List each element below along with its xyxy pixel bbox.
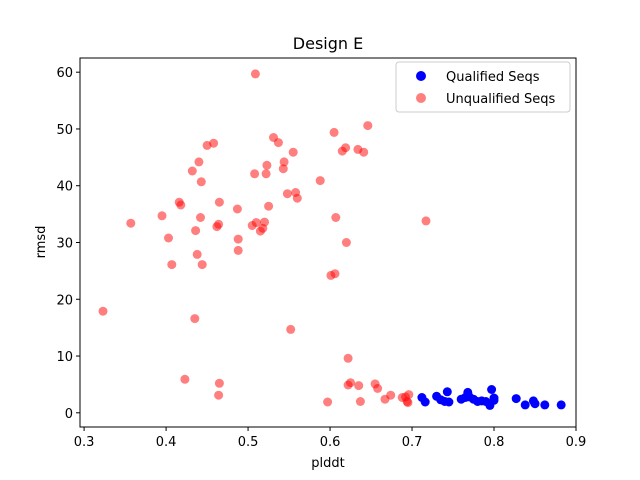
data-point-unqualified-seqs	[98, 306, 108, 316]
data-point-unqualified-seqs	[214, 197, 224, 207]
data-point-unqualified-seqs	[292, 193, 302, 203]
y-axis-ticks: 0 10 20 30 40 50 60	[56, 66, 80, 422]
data-point-unqualified-seqs	[262, 160, 272, 170]
data-point-unqualified-seqs	[187, 166, 197, 176]
data-point-unqualified-seqs	[194, 157, 204, 167]
data-point-unqualified-seqs	[355, 397, 365, 406]
data-point-unqualified-seqs	[329, 127, 339, 137]
x-tick-label: 0.8	[484, 435, 505, 450]
x-tick-label: 0.6	[320, 435, 341, 450]
data-point-unqualified-seqs	[341, 143, 351, 153]
data-point-unqualified-seqs	[232, 204, 242, 214]
data-point-unqualified-seqs	[214, 219, 224, 229]
y-tick-label: 60	[56, 66, 73, 81]
data-point-unqualified-seqs	[373, 383, 383, 393]
data-point-unqualified-seqs	[273, 138, 283, 148]
x-axis-label: plddt	[311, 456, 344, 471]
x-tick-label: 0.4	[156, 435, 177, 450]
legend-box	[395, 61, 571, 113]
y-tick-label: 40	[56, 180, 73, 195]
data-point-unqualified-seqs	[214, 378, 224, 388]
data-point-qualified-seqs	[511, 394, 521, 404]
y-tick-label: 50	[56, 123, 73, 138]
data-point-unqualified-seqs	[315, 176, 325, 186]
data-point-unqualified-seqs	[403, 398, 413, 408]
data-point-unqualified-seqs	[157, 211, 167, 221]
data-point-unqualified-seqs	[164, 233, 173, 243]
data-point-unqualified-seqs	[233, 245, 243, 255]
data-point-unqualified-seqs	[192, 249, 202, 259]
data-point-unqualified-seqs	[288, 147, 298, 157]
data-point-unqualified-seqs	[176, 200, 186, 210]
data-point-unqualified-seqs	[264, 201, 274, 211]
legend-marker-unqualified	[416, 93, 426, 103]
y-tick-label: 10	[56, 350, 73, 365]
data-point-unqualified-seqs	[196, 177, 206, 187]
data-point-qualified-seqs	[556, 400, 566, 410]
y-tick-label: 30	[56, 237, 73, 252]
data-point-qualified-seqs	[530, 399, 540, 409]
x-tick-label: 0.7	[402, 435, 423, 450]
data-point-unqualified-seqs	[341, 238, 351, 247]
data-point-unqualified-seqs	[421, 216, 431, 226]
data-point-unqualified-seqs	[251, 218, 261, 228]
data-point-qualified-seqs	[487, 385, 497, 394]
y-tick-label: 20	[56, 293, 73, 308]
data-point-qualified-seqs	[489, 393, 499, 403]
legend: Qualified Seqs Unqualified Seqs	[395, 61, 571, 113]
data-point-unqualified-seqs	[279, 157, 289, 167]
data-point-unqualified-seqs	[363, 121, 373, 131]
legend-label-qualified: Qualified Seqs	[446, 70, 540, 85]
data-point-unqualified-seqs	[233, 234, 243, 244]
data-point-unqualified-seqs	[286, 324, 296, 334]
x-tick-label: 0.5	[238, 435, 259, 450]
chart-title: Design E	[293, 34, 363, 53]
data-point-qualified-seqs	[442, 387, 452, 397]
data-point-qualified-seqs	[420, 397, 430, 407]
data-point-unqualified-seqs	[261, 169, 271, 179]
legend-marker-qualified	[416, 71, 426, 81]
data-point-unqualified-seqs	[191, 226, 201, 236]
data-point-unqualified-seqs	[180, 374, 190, 384]
data-point-unqualified-seqs	[278, 164, 288, 174]
data-point-unqualified-seqs	[354, 381, 364, 391]
data-point-unqualified-seqs	[260, 217, 269, 227]
y-axis-label: rmsd	[34, 226, 49, 259]
data-point-unqualified-seqs	[282, 189, 292, 199]
data-point-unqualified-seqs	[343, 353, 353, 363]
x-tick-label: 0.9	[566, 435, 587, 450]
data-point-qualified-seqs	[520, 400, 530, 410]
data-point-unqualified-seqs	[167, 260, 177, 270]
data-point-unqualified-seqs	[250, 169, 260, 179]
legend-label-unqualified: Unqualified Seqs	[446, 92, 556, 107]
data-point-unqualified-seqs	[386, 390, 396, 400]
x-tick-label: 0.3	[74, 435, 95, 450]
data-point-unqualified-seqs	[404, 390, 414, 400]
data-point-unqualified-seqs	[331, 213, 341, 222]
data-point-unqualified-seqs	[196, 213, 205, 222]
x-axis-ticks: 0.3 0.4 0.5 0.6 0.7 0.8 0.9	[74, 427, 587, 450]
y-tick-label: 0	[65, 407, 73, 422]
data-point-unqualified-seqs	[126, 218, 136, 228]
data-point-unqualified-seqs	[214, 390, 224, 400]
plot-frame	[79, 57, 577, 428]
data-points	[98, 69, 566, 410]
data-point-unqualified-seqs	[197, 260, 207, 270]
data-point-unqualified-seqs	[323, 397, 333, 407]
data-point-qualified-seqs	[540, 400, 550, 410]
data-point-unqualified-seqs	[330, 269, 340, 279]
data-point-unqualified-seqs	[346, 378, 355, 388]
data-point-unqualified-seqs	[209, 138, 219, 148]
data-point-unqualified-seqs	[190, 314, 200, 324]
data-point-unqualified-seqs	[359, 147, 369, 157]
data-point-qualified-seqs	[444, 397, 454, 407]
data-point-unqualified-seqs	[250, 69, 260, 79]
